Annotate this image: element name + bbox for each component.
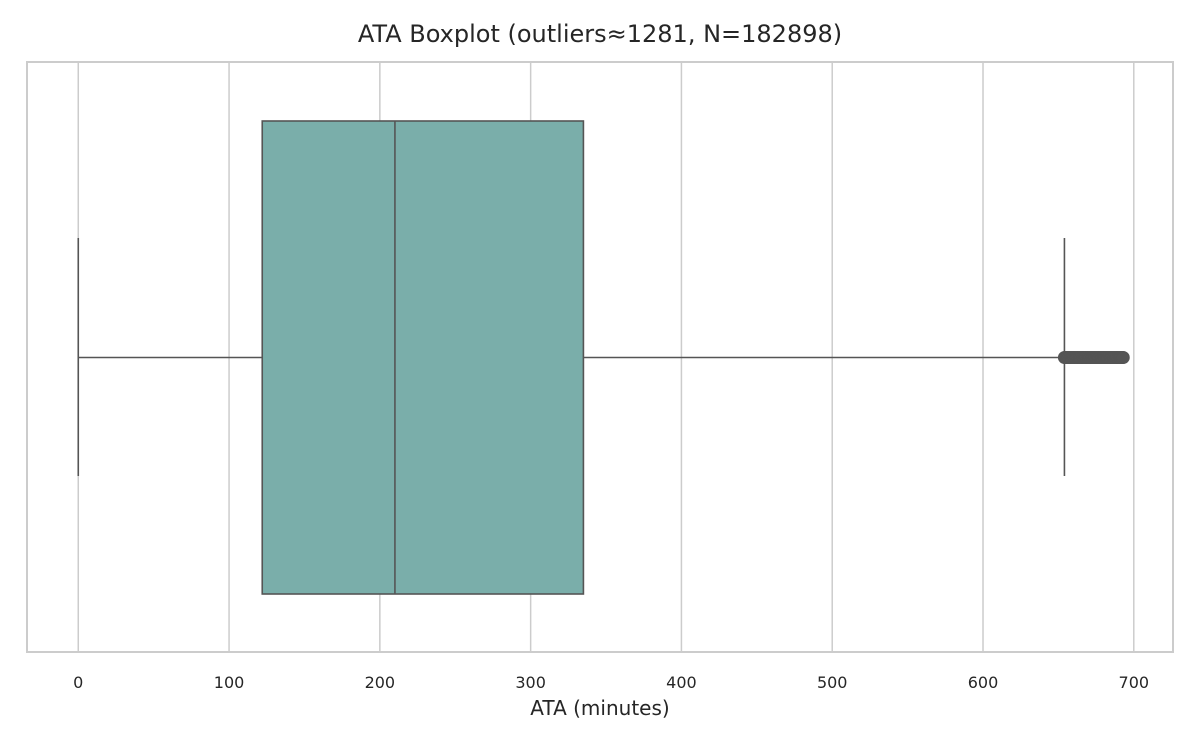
x-tick-label-600: 600 — [968, 673, 999, 692]
x-tick-label-300: 300 — [515, 673, 546, 692]
x-tick-label-100: 100 — [214, 673, 245, 692]
x-axis-label: ATA (minutes) — [530, 696, 670, 720]
x-tick-label-400: 400 — [666, 673, 697, 692]
outlier-point — [1116, 351, 1130, 364]
x-tick-label-0: 0 — [73, 673, 83, 692]
iqr-box — [261, 120, 585, 595]
x-tick-label-200: 200 — [365, 673, 396, 692]
x-tick-label-700: 700 — [1119, 673, 1150, 692]
plot-frame — [26, 61, 1174, 653]
chart-title: ATA Boxplot (outliers≈1281, N=182898) — [357, 20, 843, 48]
x-tick-label-500: 500 — [817, 673, 848, 692]
